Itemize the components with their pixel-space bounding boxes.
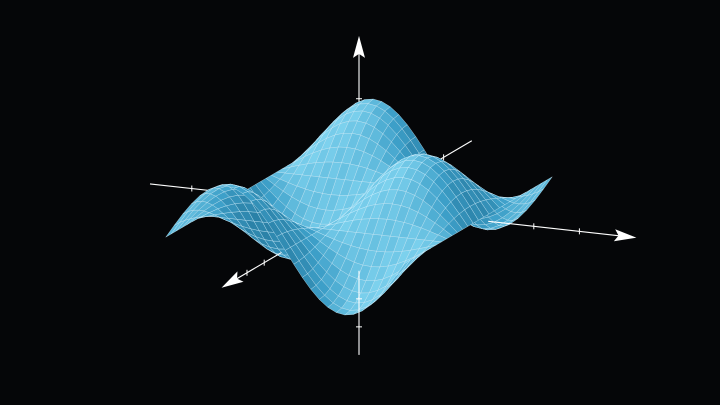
x-axis-arrow — [613, 229, 637, 242]
y-axis-front — [229, 252, 282, 284]
z-axis-arrow — [353, 35, 365, 58]
y-axis-arrow — [221, 271, 244, 288]
axes-front-layer — [221, 220, 637, 355]
x-axis-front — [488, 220, 626, 237]
surface-patch — [395, 260, 411, 276]
surface-patch — [191, 193, 206, 205]
surface-mesh — [165, 98, 553, 316]
